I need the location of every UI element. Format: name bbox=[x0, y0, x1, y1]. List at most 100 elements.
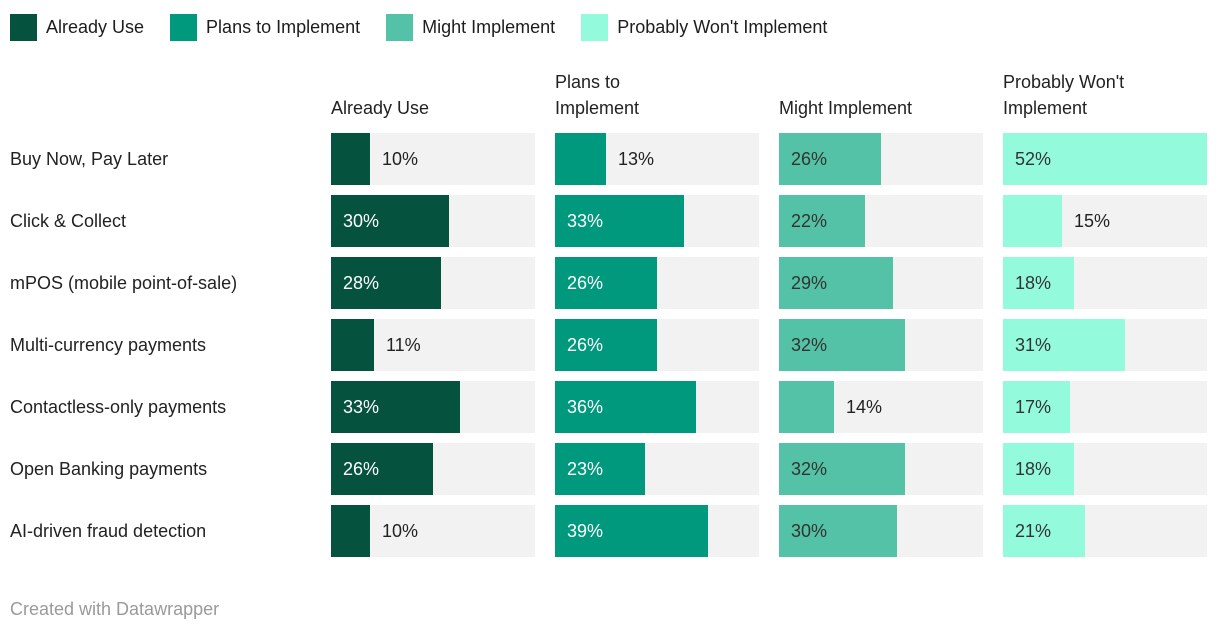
bar-segment bbox=[555, 443, 646, 495]
bar-segment bbox=[555, 381, 697, 433]
bar-value-label: 26% bbox=[343, 458, 380, 479]
legend-item-might-implement: Might Implement bbox=[386, 14, 555, 41]
table-row: AI-driven fraud detection 10% 39% 30% 21% bbox=[0, 505, 1220, 557]
bar-value-label: 26% bbox=[791, 148, 828, 169]
legend-item-already-use: Already Use bbox=[10, 14, 144, 41]
legend-label: Already Use bbox=[46, 17, 145, 37]
column-header-line: Implement bbox=[555, 98, 640, 118]
bar-segment bbox=[1003, 195, 1062, 247]
legend-label: Might Implement bbox=[422, 17, 556, 37]
bar-segment bbox=[331, 381, 461, 433]
bar-value-label: 14% bbox=[846, 396, 883, 417]
bar-value-label: 13% bbox=[618, 148, 655, 169]
bar-track: 32% bbox=[779, 443, 983, 495]
bar-value-label: 30% bbox=[791, 520, 828, 541]
bar-segment bbox=[331, 195, 449, 247]
bar-track: 18% bbox=[1003, 443, 1207, 495]
bar-value-label: 39% bbox=[567, 520, 604, 541]
bar-segment bbox=[331, 257, 441, 309]
column-header-probably-won-t-implement: Probably Won't Implement bbox=[1003, 69, 1168, 121]
bar-segment bbox=[331, 443, 433, 495]
bar-segment bbox=[779, 133, 881, 185]
row-label: Open Banking payments bbox=[10, 458, 208, 479]
row-label: AI-driven fraud detection bbox=[10, 520, 207, 541]
bar-segment bbox=[779, 257, 893, 309]
bar-track: 39% bbox=[555, 505, 759, 557]
table-row: Multi-currency payments 11% 26% 32% 31% bbox=[0, 319, 1220, 371]
bar-track: 23% bbox=[555, 443, 759, 495]
bar-segment bbox=[779, 319, 905, 371]
legend-label: Probably Won't Implement bbox=[617, 17, 828, 37]
legend-label: Plans to Implement bbox=[206, 17, 361, 37]
column-headers: Already Use Plans to Implement Might Implem… bbox=[0, 69, 1220, 121]
bar-value-label: 29% bbox=[791, 272, 828, 293]
bar-track: 17% bbox=[1003, 381, 1207, 433]
bar-track: 36% bbox=[555, 381, 759, 433]
bar-segment bbox=[779, 381, 834, 433]
bar-segment bbox=[1003, 319, 1125, 371]
bar-value-label: 22% bbox=[791, 210, 828, 231]
column-header-might-implement: Might Implement bbox=[779, 95, 944, 121]
row-label: mPOS (mobile point-of-sale) bbox=[10, 272, 238, 293]
bar-track: 26% bbox=[779, 133, 983, 185]
legend: Already Use Plans to Implement Might Imple… bbox=[0, 0, 1220, 41]
bar-segment bbox=[779, 443, 905, 495]
bar-track: 31% bbox=[1003, 319, 1207, 371]
bar-value-label: 26% bbox=[567, 272, 604, 293]
bar-track: 26% bbox=[331, 443, 535, 495]
bar-value-label: 31% bbox=[1015, 334, 1052, 355]
table-row: Open Banking payments 26% 23% 32% 18% bbox=[0, 443, 1220, 495]
bar-segment bbox=[555, 319, 657, 371]
bar-segment bbox=[1003, 505, 1086, 557]
bar-segment bbox=[1003, 257, 1074, 309]
bar-track: 22% bbox=[779, 195, 983, 247]
column-header-plans-to-implement: Plans to Implement bbox=[555, 69, 720, 121]
legend-swatch-icon bbox=[581, 14, 609, 41]
row-label: Multi-currency payments bbox=[10, 334, 207, 355]
bar-track: 13% bbox=[555, 133, 759, 185]
bar-value-label: 33% bbox=[567, 210, 604, 231]
column-header-line: Probably Won't bbox=[1003, 72, 1125, 92]
bar-track: 28% bbox=[331, 257, 535, 309]
legend-swatch-icon bbox=[170, 14, 198, 41]
column-header-line: Might Implement bbox=[779, 98, 913, 118]
bar-track: 30% bbox=[331, 195, 535, 247]
bar-value-label: 10% bbox=[382, 148, 419, 169]
bar-segment bbox=[1003, 133, 1207, 185]
bar-track: 33% bbox=[555, 195, 759, 247]
column-header-line: Implement bbox=[1003, 98, 1088, 118]
row-label: Contactless-only payments bbox=[10, 396, 227, 417]
bar-track: 32% bbox=[779, 319, 983, 371]
table-row: Contactless-only payments 33% 36% 14% 17% bbox=[0, 381, 1220, 433]
bar-value-label: 33% bbox=[343, 396, 380, 417]
table-row: mPOS (mobile point-of-sale) 28% 26% 29% 18% bbox=[0, 257, 1220, 309]
bar-value-label: 23% bbox=[567, 458, 604, 479]
table-row: Click & Collect 30% 33% 22% 15% bbox=[0, 195, 1220, 247]
bar-segment bbox=[1003, 381, 1070, 433]
bar-track: 29% bbox=[779, 257, 983, 309]
bar-track: 14% bbox=[779, 381, 983, 433]
datawrapper-credit-link[interactable]: Created with Datawrapper bbox=[10, 599, 220, 619]
chart-rows: Buy Now, Pay Later 10% 13% 26% 52% Click & Co… bbox=[0, 133, 1220, 557]
row-label: Click & Collect bbox=[10, 210, 127, 231]
bar-segment bbox=[555, 133, 606, 185]
bar-value-label: 10% bbox=[382, 520, 419, 541]
bar-track: 10% bbox=[331, 133, 535, 185]
bar-segment bbox=[555, 195, 685, 247]
bar-track: 52% bbox=[1003, 133, 1207, 185]
bar-segment bbox=[1003, 443, 1074, 495]
legend-swatch-icon bbox=[10, 14, 37, 41]
bar-value-label: 30% bbox=[343, 210, 380, 231]
bar-segment bbox=[555, 257, 657, 309]
bar-value-label: 17% bbox=[1015, 396, 1052, 417]
chart-footer: Created with Datawrapper bbox=[0, 599, 1220, 620]
bar-value-label: 21% bbox=[1015, 520, 1052, 541]
legend-item-plans-to-implement: Plans to Implement bbox=[170, 14, 360, 41]
bar-value-label: 28% bbox=[343, 272, 380, 293]
legend-swatch-icon bbox=[386, 14, 414, 41]
bar-value-label: 15% bbox=[1074, 210, 1111, 231]
bar-value-label: 18% bbox=[1015, 458, 1052, 479]
bar-value-label: 32% bbox=[791, 458, 828, 479]
legend-item-probably-won-t-implement: Probably Won't Implement bbox=[581, 14, 827, 41]
bar-value-label: 32% bbox=[791, 334, 828, 355]
